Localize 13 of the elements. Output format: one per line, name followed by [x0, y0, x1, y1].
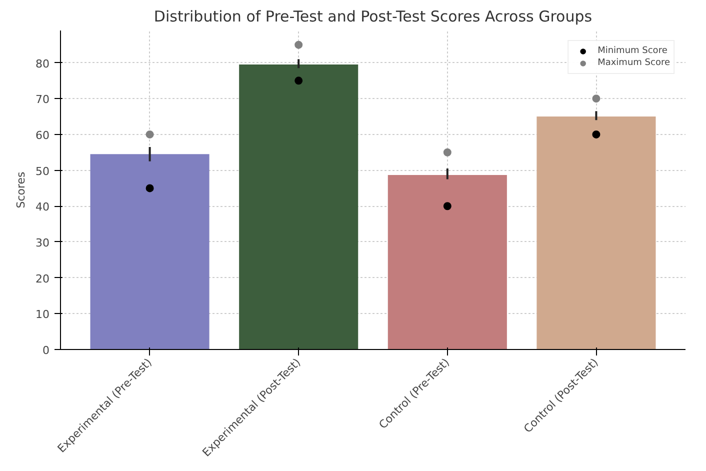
- legend-label: Maximum Score: [598, 57, 670, 69]
- y-tick-label: 80: [36, 57, 50, 70]
- chart-title: Distribution of Pre-Test and Post-Test Scores Across Groups: [154, 8, 592, 26]
- y-tick-label: 30: [36, 236, 50, 250]
- y-axis-title: Scores: [14, 171, 28, 208]
- y-tick-label: 0: [42, 344, 50, 357]
- y-tick-label: 50: [36, 164, 50, 178]
- y-tick-label: 40: [36, 200, 50, 214]
- y-tick-label: 10: [36, 308, 50, 322]
- legend-label: Minimum Score: [598, 45, 668, 57]
- y-tick-label: 60: [36, 128, 50, 142]
- y-tick-label: 70: [36, 93, 50, 106]
- y-tick-label: 20: [36, 272, 50, 286]
